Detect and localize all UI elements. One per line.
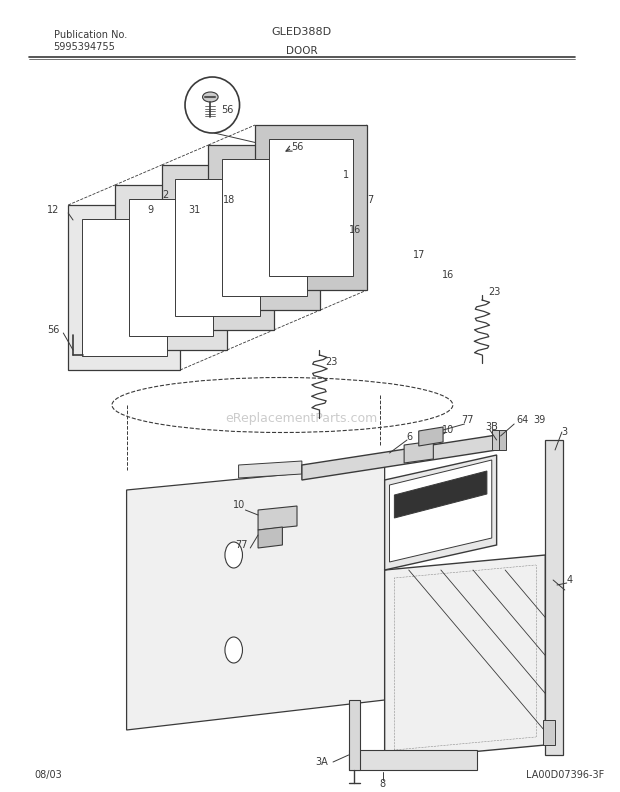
Polygon shape bbox=[222, 159, 307, 296]
Polygon shape bbox=[162, 165, 273, 330]
Text: 10: 10 bbox=[442, 425, 454, 435]
Text: 39: 39 bbox=[534, 415, 546, 425]
Text: 64: 64 bbox=[516, 415, 528, 425]
Text: 77: 77 bbox=[461, 415, 474, 425]
Text: 4: 4 bbox=[567, 575, 573, 585]
Polygon shape bbox=[546, 440, 563, 755]
Text: 3A: 3A bbox=[315, 757, 328, 767]
Ellipse shape bbox=[203, 92, 218, 102]
Polygon shape bbox=[258, 506, 297, 530]
Text: 31: 31 bbox=[188, 205, 201, 215]
Polygon shape bbox=[258, 527, 282, 548]
Text: 56: 56 bbox=[291, 142, 303, 152]
Text: 6: 6 bbox=[406, 432, 412, 442]
Polygon shape bbox=[239, 461, 302, 478]
Text: 16: 16 bbox=[349, 225, 361, 235]
Text: 18: 18 bbox=[223, 195, 235, 205]
Polygon shape bbox=[297, 155, 309, 168]
Polygon shape bbox=[389, 460, 492, 562]
Text: 3B: 3B bbox=[485, 422, 498, 432]
Polygon shape bbox=[384, 555, 546, 760]
Ellipse shape bbox=[225, 542, 242, 568]
Text: 7: 7 bbox=[367, 195, 373, 205]
Polygon shape bbox=[175, 179, 260, 316]
Text: DOOR: DOOR bbox=[286, 46, 317, 56]
Text: 56: 56 bbox=[222, 105, 234, 115]
Text: 08/03: 08/03 bbox=[34, 770, 62, 780]
Polygon shape bbox=[384, 455, 497, 570]
Polygon shape bbox=[302, 435, 497, 480]
Polygon shape bbox=[543, 720, 555, 745]
Text: GLED388D: GLED388D bbox=[272, 27, 332, 37]
Polygon shape bbox=[498, 430, 507, 450]
Polygon shape bbox=[268, 139, 353, 276]
Text: 1: 1 bbox=[343, 170, 349, 180]
Text: 16: 16 bbox=[442, 270, 454, 280]
Polygon shape bbox=[418, 427, 443, 446]
Text: 56: 56 bbox=[47, 325, 60, 335]
Text: 17: 17 bbox=[412, 250, 425, 260]
Text: 23: 23 bbox=[325, 357, 337, 367]
Text: LA00D07396-3F: LA00D07396-3F bbox=[526, 770, 604, 780]
Polygon shape bbox=[126, 465, 384, 730]
Text: 77: 77 bbox=[235, 540, 248, 550]
Polygon shape bbox=[82, 219, 167, 356]
Polygon shape bbox=[348, 700, 360, 770]
Polygon shape bbox=[492, 430, 498, 450]
Text: 5995394755: 5995394755 bbox=[53, 42, 115, 52]
Polygon shape bbox=[128, 199, 213, 336]
Text: 23: 23 bbox=[489, 287, 501, 297]
Polygon shape bbox=[404, 441, 433, 463]
Polygon shape bbox=[115, 185, 227, 350]
Polygon shape bbox=[348, 750, 477, 770]
Polygon shape bbox=[68, 205, 180, 370]
Text: 8: 8 bbox=[379, 779, 386, 789]
Polygon shape bbox=[255, 125, 367, 290]
Text: 10: 10 bbox=[232, 500, 245, 510]
Polygon shape bbox=[208, 145, 321, 310]
Polygon shape bbox=[394, 471, 487, 518]
Text: 3: 3 bbox=[562, 427, 568, 437]
Circle shape bbox=[185, 77, 239, 133]
Text: Publication No.: Publication No. bbox=[53, 30, 127, 40]
Text: 9: 9 bbox=[148, 205, 154, 215]
Text: 2: 2 bbox=[162, 190, 169, 200]
Text: eReplacementParts.com: eReplacementParts.com bbox=[226, 412, 378, 425]
Text: 12: 12 bbox=[47, 205, 60, 215]
Ellipse shape bbox=[225, 637, 242, 663]
